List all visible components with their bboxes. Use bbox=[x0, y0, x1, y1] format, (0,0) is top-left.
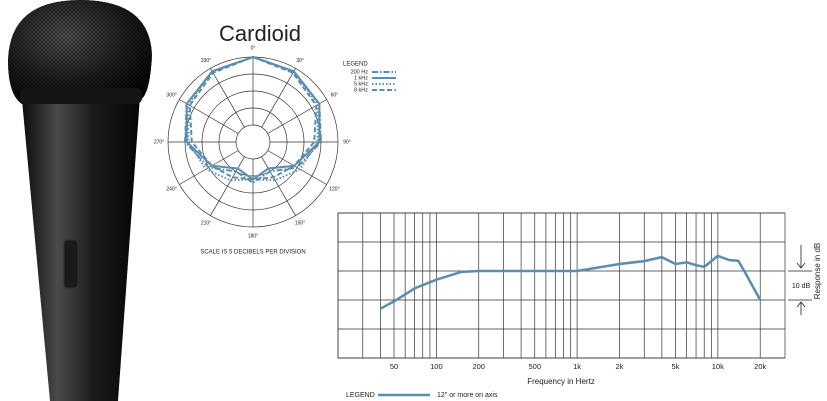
legend-label: 12" or more on axis bbox=[437, 392, 498, 399]
angle-label: 30° bbox=[296, 58, 304, 64]
angle-label: 90° bbox=[343, 139, 351, 145]
legend-label: 8 kHz bbox=[354, 87, 368, 93]
legend-title: LEGEND bbox=[346, 392, 375, 399]
y-axis-title: Response in dB bbox=[813, 243, 822, 299]
angle-label: 150° bbox=[295, 221, 305, 227]
grid-ring bbox=[235, 124, 271, 160]
angle-label: 300° bbox=[166, 92, 176, 98]
angle-label: 210° bbox=[201, 221, 211, 227]
polar-line bbox=[188, 55, 318, 181]
x-axis-title: Frequency in Hertz bbox=[527, 377, 595, 386]
legend-title: LEGEND bbox=[343, 62, 368, 68]
response-line bbox=[379, 254, 762, 310]
x-tick-label: 500 bbox=[528, 362, 541, 371]
angle-label: 180° bbox=[248, 233, 258, 239]
x-tick-label: 200 bbox=[472, 362, 485, 371]
x-tick-label: 2k bbox=[616, 362, 624, 371]
angle-label: 120° bbox=[329, 186, 339, 192]
spoke bbox=[261, 156, 296, 216]
spoke bbox=[210, 68, 245, 128]
annotation-bracket bbox=[788, 245, 812, 315]
polar-chart: Cardioid SCALE IS 5 DECIBELS PER DIVISIO… bbox=[154, 21, 396, 256]
angle-label: 240° bbox=[166, 186, 176, 192]
frequency-chart: Frequency in Hertz Response in dB 10 dB … bbox=[337, 212, 822, 399]
x-tick-label: 50 bbox=[390, 362, 398, 371]
microphone bbox=[8, 0, 152, 401]
angle-label: 60° bbox=[331, 92, 339, 98]
legend-label: 5 kHz bbox=[354, 81, 368, 87]
x-tick-label: 1k bbox=[573, 362, 581, 371]
angle-label: 0° bbox=[251, 45, 256, 51]
x-tick-label: 5k bbox=[672, 362, 680, 371]
x-tick-label: 20k bbox=[754, 362, 766, 371]
spoke bbox=[261, 68, 296, 128]
angle-label: 330° bbox=[201, 58, 211, 64]
angle-label: 270° bbox=[154, 139, 164, 145]
annotation: 10 dB bbox=[792, 283, 811, 290]
legend-label: 1 kHz bbox=[354, 75, 368, 81]
legend-label: 200 Hz bbox=[351, 69, 369, 75]
chart-title: Cardioid bbox=[219, 21, 301, 46]
x-tick-label: 100 bbox=[430, 362, 443, 371]
caption: SCALE IS 5 DECIBELS PER DIVISION bbox=[200, 250, 305, 256]
x-tick-label: 10k bbox=[712, 362, 724, 371]
spoke bbox=[210, 156, 245, 216]
